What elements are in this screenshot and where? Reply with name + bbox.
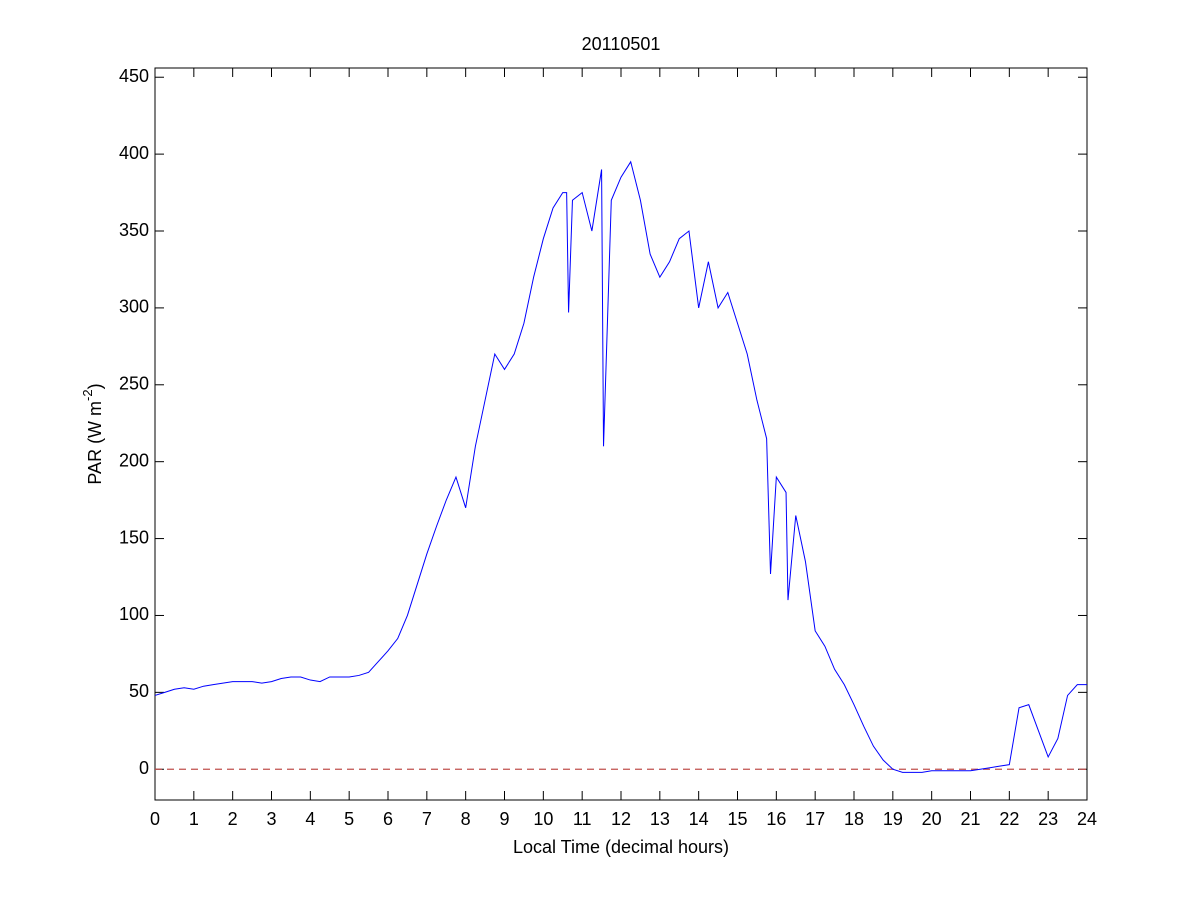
- y-tick-label: 100: [119, 604, 149, 624]
- x-tick-label: 0: [150, 809, 160, 829]
- x-tick-label: 9: [499, 809, 509, 829]
- y-tick-label: 50: [129, 681, 149, 701]
- x-tick-label: 6: [383, 809, 393, 829]
- x-tick-label: 2: [228, 809, 238, 829]
- y-axis-label-sup: -2: [80, 389, 95, 401]
- x-tick-label: 21: [960, 809, 980, 829]
- x-tick-label: 10: [533, 809, 553, 829]
- x-tick-label: 20: [922, 809, 942, 829]
- x-tick-label: 23: [1038, 809, 1058, 829]
- x-tick-label: 24: [1077, 809, 1097, 829]
- x-tick-label: 16: [766, 809, 786, 829]
- x-tick-label: 22: [999, 809, 1019, 829]
- x-tick-label: 13: [650, 809, 670, 829]
- x-tick-label: 7: [422, 809, 432, 829]
- x-tick-label: 18: [844, 809, 864, 829]
- x-tick-label: 5: [344, 809, 354, 829]
- y-axis-label-text: PAR (W m: [85, 401, 105, 485]
- x-axis-label: Local Time (decimal hours): [513, 837, 729, 857]
- x-tick-label: 11: [573, 809, 592, 829]
- x-tick-label: 3: [266, 809, 276, 829]
- y-tick-label: 350: [119, 220, 149, 240]
- x-tick-label: 4: [305, 809, 315, 829]
- y-tick-label: 250: [119, 374, 149, 394]
- y-tick-label: 150: [119, 527, 149, 547]
- data-line: [154, 160, 1087, 773]
- y-tick-label: 450: [119, 66, 149, 86]
- chart-title: 20110501: [582, 34, 661, 54]
- y-tick-label: 200: [119, 450, 149, 470]
- x-tick-label: 17: [805, 809, 825, 829]
- x-tick-label: 12: [611, 809, 631, 829]
- x-tick-label: 14: [689, 809, 709, 829]
- x-tick-label: 19: [883, 809, 903, 829]
- y-tick-label: 400: [119, 143, 149, 163]
- x-tick-label: 8: [461, 809, 471, 829]
- y-axis-label: PAR (W m-2): [80, 383, 104, 484]
- x-tick-label: 15: [727, 809, 747, 829]
- y-tick-label: 300: [119, 297, 149, 317]
- y-axis-label-suffix: ): [85, 383, 105, 389]
- x-tick-label: 1: [189, 809, 199, 829]
- y-tick-label: 0: [139, 758, 149, 778]
